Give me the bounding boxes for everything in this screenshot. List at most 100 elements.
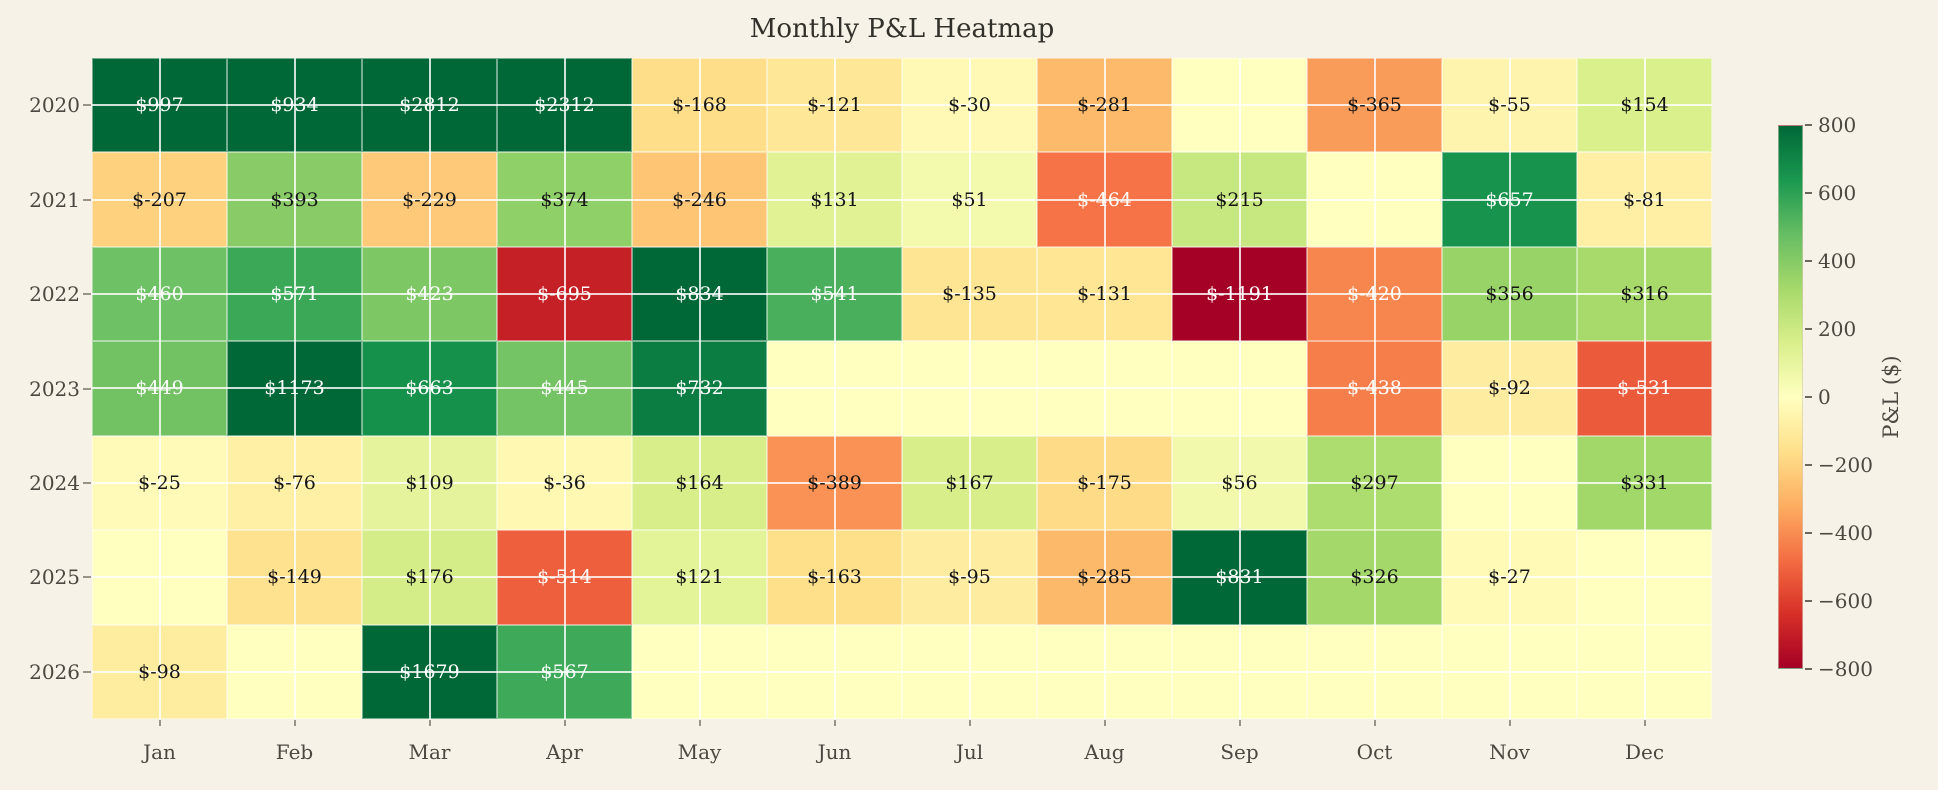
heatmap-cell: $-81 <box>1577 152 1712 248</box>
heatmap-cell: $-1191 <box>1172 246 1307 342</box>
x-tick-label: Jul <box>955 740 984 764</box>
heatmap-cell-value: $-389 <box>807 471 862 494</box>
x-tick-label: Oct <box>1356 740 1393 764</box>
heatmap-cell: $56 <box>1172 435 1307 531</box>
heatmap-cell-value: $-27 <box>1488 566 1531 589</box>
heatmap-cell: $-207 <box>92 152 227 248</box>
heatmap-cell-value: $-55 <box>1488 94 1531 117</box>
x-tick-mark <box>293 720 296 726</box>
heatmap-cell: $571 <box>227 246 362 342</box>
heatmap-cell-value: $1173 <box>264 377 325 400</box>
heatmap-cell-value: $663 <box>405 377 454 400</box>
y-tick-mark <box>83 387 91 390</box>
heatmap-cell-value: $-92 <box>1488 377 1531 400</box>
heatmap-cell-value: $-464 <box>1077 188 1132 211</box>
heatmap-cell-value: $326 <box>1350 566 1399 589</box>
heatmap-cell-value: $-229 <box>402 188 457 211</box>
x-tick-mark <box>698 720 701 726</box>
heatmap-cell: $215 <box>1172 152 1307 248</box>
y-tick-mark <box>83 198 91 201</box>
heatmap-cell-value: $131 <box>810 188 859 211</box>
heatmap-cell: $-420 <box>1307 246 1442 342</box>
heatmap-cell-value: $-1191 <box>1206 283 1273 306</box>
heatmap-cell-value: $-281 <box>1077 94 1132 117</box>
heatmap-cell-value: $657 <box>1485 188 1534 211</box>
heatmap-cell-value: $732 <box>675 377 724 400</box>
heatmap-cell-value: $215 <box>1215 188 1264 211</box>
colorbar-tick-label: 0 <box>1818 385 1831 409</box>
heatmap-cell: $1679 <box>362 624 497 720</box>
heatmap-cell-value: $164 <box>675 471 724 494</box>
heatmap-cell: $-163 <box>767 530 902 625</box>
x-tick-label: Nov <box>1489 740 1530 764</box>
y-tick-label: 2023 <box>29 376 80 401</box>
x-tick-mark <box>968 720 971 726</box>
heatmap-cell <box>767 624 902 720</box>
heatmap-cell: $331 <box>1577 435 1712 531</box>
heatmap-cell <box>1037 341 1172 437</box>
colorbar-tick-label: 400 <box>1818 249 1857 273</box>
heatmap-cell <box>1307 624 1442 720</box>
heatmap-cell-value: $297 <box>1350 471 1399 494</box>
heatmap-cell: $423 <box>362 246 497 342</box>
heatmap-cell: $449 <box>92 341 227 437</box>
heatmap-cell-value: $109 <box>405 471 454 494</box>
heatmap-cell: $567 <box>497 624 632 720</box>
y-tick-label: 2024 <box>29 470 80 495</box>
heatmap-cell <box>902 624 1037 720</box>
heatmap-cell-value: $-135 <box>942 283 997 306</box>
heatmap-cell-value: $356 <box>1485 283 1534 306</box>
heatmap-cell: $-98 <box>92 624 227 720</box>
heatmap-cell: $-55 <box>1442 58 1577 153</box>
heatmap-cell <box>1577 624 1712 720</box>
heatmap-cell <box>632 624 767 720</box>
y-tick-mark <box>83 670 91 673</box>
heatmap-cell <box>1037 624 1172 720</box>
heatmap-cell-value: $167 <box>945 471 994 494</box>
heatmap-cell: $-131 <box>1037 246 1172 342</box>
x-tick-label: Sep <box>1220 740 1259 764</box>
heatmap-cell-value: $374 <box>540 188 589 211</box>
heatmap-cell: $-27 <box>1442 530 1577 625</box>
heatmap-cell-value: $831 <box>1215 566 1264 589</box>
heatmap-cell: $121 <box>632 530 767 625</box>
heatmap-cell-value: $-438 <box>1347 377 1402 400</box>
heatmap-cell-value: $-121 <box>807 94 862 117</box>
heatmap-cell: $131 <box>767 152 902 248</box>
heatmap-cell <box>1577 530 1712 625</box>
heatmap-cell-value: $154 <box>1620 94 1669 117</box>
heatmap-cell: $154 <box>1577 58 1712 153</box>
heatmap-cell: $-695 <box>497 246 632 342</box>
colorbar-tick-mark <box>1805 396 1812 398</box>
heatmap-cell: $-30 <box>902 58 1037 153</box>
heatmap-cell-value: $331 <box>1620 471 1669 494</box>
heatmap-cell: $732 <box>632 341 767 437</box>
heatmap-cell-value: $934 <box>270 94 319 117</box>
heatmap-cell-value: $445 <box>540 377 589 400</box>
colorbar-tick-label: −800 <box>1818 657 1873 681</box>
heatmap-cell <box>1172 624 1307 720</box>
heatmap-cell-value: $1679 <box>399 660 460 683</box>
y-tick-mark <box>83 481 91 484</box>
colorbar-tick-label: 600 <box>1818 181 1857 205</box>
heatmap-cell: $834 <box>632 246 767 342</box>
colorbar-tick-label: −600 <box>1818 589 1873 613</box>
heatmap-cell: $-175 <box>1037 435 1172 531</box>
heatmap-cell-value: $571 <box>270 283 319 306</box>
x-tick-label: Apr <box>546 740 583 764</box>
heatmap-cell: $316 <box>1577 246 1712 342</box>
heatmap-cell-value: $-76 <box>273 471 316 494</box>
heatmap-cell: $-76 <box>227 435 362 531</box>
heatmap-cell: $-464 <box>1037 152 1172 248</box>
colorbar-tick-mark <box>1805 124 1812 126</box>
heatmap-cell-value: $997 <box>135 94 184 117</box>
heatmap-cell-value: $-163 <box>807 566 862 589</box>
heatmap-cell: $-121 <box>767 58 902 153</box>
heatmap-cell-value: $-514 <box>537 566 592 589</box>
heatmap-cell-value: $-81 <box>1623 188 1666 211</box>
heatmap-cell-value: $-420 <box>1347 283 1402 306</box>
heatmap-cell-value: $-168 <box>672 94 727 117</box>
y-tick-mark <box>83 104 91 107</box>
y-tick-label: 2026 <box>29 659 80 684</box>
